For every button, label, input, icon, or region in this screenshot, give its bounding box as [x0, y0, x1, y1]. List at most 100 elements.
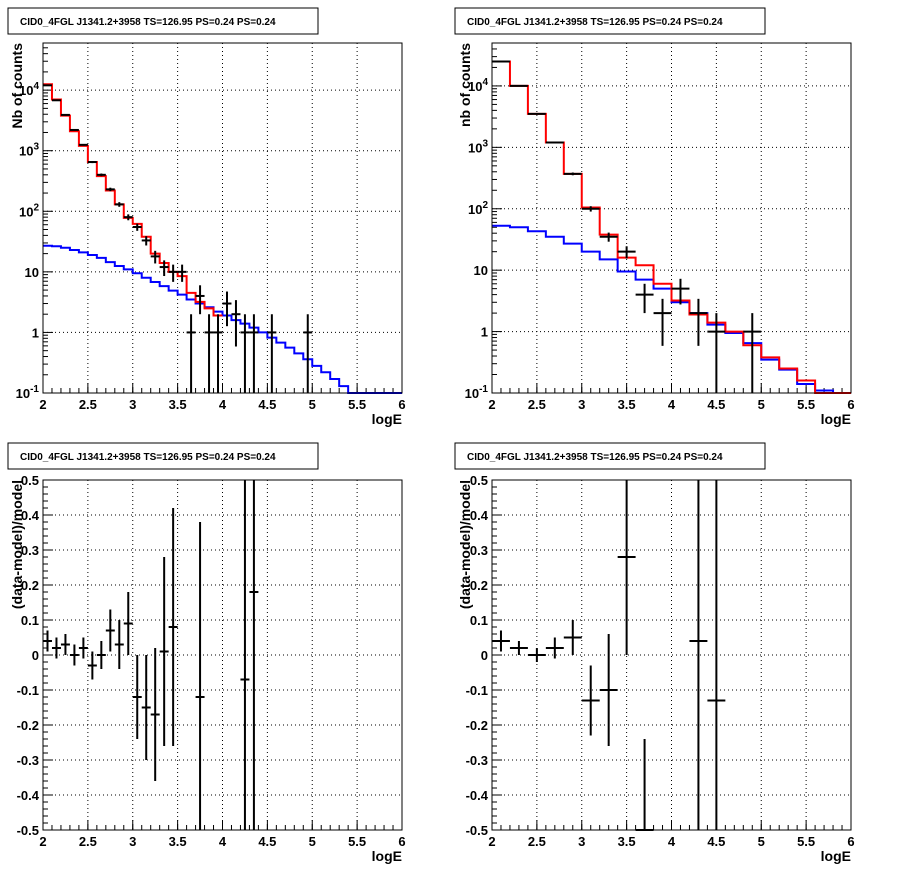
x-tick-label: 3.5: [618, 397, 636, 412]
x-tick-label: 4.5: [707, 397, 725, 412]
y-tick-label: 1: [32, 325, 39, 340]
data-point: [132, 223, 142, 231]
x-tick-label: 5: [758, 397, 765, 412]
data-point: [213, 314, 223, 393]
y-tick-label: -0.5: [466, 823, 488, 838]
x-tick-label: 6: [398, 834, 405, 849]
residual-point: [617, 480, 636, 655]
residual-point: [123, 592, 133, 655]
data-point: [563, 172, 582, 176]
y-tick-label: 0.5: [470, 473, 488, 488]
data-point: [96, 173, 106, 177]
data-point: [141, 236, 151, 246]
data-point: [599, 232, 618, 242]
x-tick-label: 3.5: [618, 834, 636, 849]
y-tick-label: 104: [468, 77, 488, 94]
data-point: [743, 313, 762, 393]
y-tick-label: 0.1: [470, 613, 488, 628]
y-tick-label: 103: [19, 142, 39, 159]
residual-point: [96, 641, 106, 669]
data-point: [69, 128, 79, 131]
y-axis-title: (data-model)/model: [9, 480, 25, 609]
data-point: [51, 99, 61, 102]
x-axis-title: logE: [372, 848, 402, 864]
y-tick-label: -0.2: [17, 718, 39, 733]
residual-point: [132, 655, 142, 739]
x-tick-label: 2.5: [528, 397, 546, 412]
x-tick-label: 5.5: [797, 834, 815, 849]
chart-title: CID0_4FGL J1341.2+3958 TS=126.95 PS=0.24…: [20, 452, 276, 463]
title-box: [7, 442, 319, 470]
data-point: [707, 313, 726, 393]
x-tick-label: 3.5: [169, 397, 187, 412]
residual-point: [599, 634, 618, 746]
plot-frame: [42, 479, 403, 831]
x-tick-label: 5.5: [797, 397, 815, 412]
residual-point: [150, 648, 160, 781]
model-total-histogram: [43, 83, 223, 317]
y-tick-label: 0.4: [21, 508, 40, 523]
data-point: [635, 283, 654, 314]
data-point: [123, 214, 133, 221]
y-tick-label: 103: [468, 138, 488, 155]
residual-point: [249, 480, 259, 830]
y-tick-label: 102: [19, 202, 39, 219]
x-tick-label: 4: [668, 397, 676, 412]
x-tick-label: 5: [309, 834, 316, 849]
data-point: [249, 314, 259, 393]
data-point: [581, 206, 600, 212]
x-tick-label: 6: [398, 397, 405, 412]
y-tick-label: -0.2: [466, 718, 488, 733]
data-point: [114, 202, 124, 207]
data-point: [177, 264, 187, 282]
y-tick-label: 10-1: [465, 384, 489, 401]
x-tick-label: 2.5: [79, 397, 97, 412]
y-tick-label: 10: [474, 263, 488, 278]
x-tick-label: 5.5: [348, 834, 366, 849]
data-point: [653, 298, 672, 346]
residual-point: [545, 637, 564, 659]
y-tick-label: 0.3: [470, 543, 488, 558]
residual-point: [168, 508, 178, 746]
x-tick-label: 3: [129, 834, 136, 849]
y-tick-label: 0.2: [470, 578, 488, 593]
y-tick-label: 0: [481, 648, 488, 663]
residual-point: [43, 630, 52, 652]
residual-point: [707, 480, 726, 830]
y-tick-label: 0.5: [21, 473, 39, 488]
residual-point: [581, 665, 600, 736]
residual-point: [114, 620, 124, 669]
y-tick-label: -0.4: [466, 788, 489, 803]
x-tick-label: 4.5: [707, 834, 725, 849]
data-point: [509, 84, 528, 87]
residual-point: [635, 739, 654, 831]
data-point: [240, 314, 250, 393]
y-tick-label: -0.4: [17, 788, 40, 803]
y-tick-label: 102: [468, 200, 488, 217]
residual-point: [87, 651, 97, 680]
x-tick-label: 2.5: [79, 834, 97, 849]
data-point: [689, 298, 708, 346]
data-point: [204, 314, 214, 393]
x-tick-label: 3: [129, 397, 136, 412]
y-tick-label: -0.1: [466, 683, 488, 698]
data-point: [527, 112, 546, 115]
y-tick-label: -0.1: [17, 683, 39, 698]
y-tick-label: 0.4: [470, 508, 489, 523]
chart-title: CID0_4FGL J1341.2+3958 TS=126.95 PS=0.24…: [467, 452, 723, 463]
chart-panel-3: 2 2.5 3 3.5 4 4.5 5 5.5 6 -0.5 -0.4 -0.3 -0.2 -0.1 0 0.…: [7, 442, 406, 864]
chart-title: CID0_4FGL J1341.2+3958 TS=126.95 PS=0.24…: [20, 17, 276, 28]
x-tick-label: 3.5: [169, 834, 187, 849]
y-tick-label: 0.2: [21, 578, 39, 593]
data-point: [78, 143, 88, 146]
chart-panel-2: 2 2.5 3 3.5 4 4.5 5 5.5 6 10-1 1 10 102 103 104 logE nb …: [454, 7, 855, 427]
x-tick-label: 4: [219, 834, 227, 849]
data-point: [60, 113, 70, 116]
chart-title: CID0_4FGL J1341.2+3958 TS=126.95 PS=0.24…: [467, 17, 723, 28]
x-axis-title: logE: [821, 411, 851, 427]
x-tick-label: 2: [39, 397, 46, 412]
chart-panel-4: 2 2.5 3 3.5 4 4.5 5 5.5 6 -0.5 -0.4 -0.3 -0.2 -0.1 0 0.…: [454, 442, 855, 864]
data-point: [168, 264, 178, 282]
y-tick-label: 1: [481, 325, 488, 340]
